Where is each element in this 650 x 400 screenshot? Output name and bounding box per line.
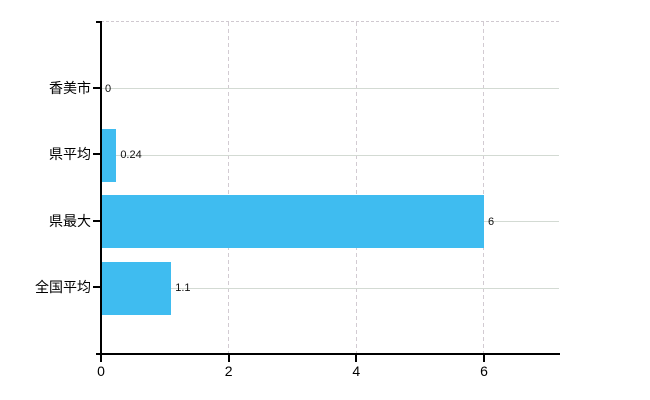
x-tick-label: 4: [352, 363, 361, 379]
v-gridline: [483, 22, 485, 355]
bar-value-label: 0.24: [120, 149, 142, 162]
category-label: 香美市: [49, 79, 91, 96]
category-label: 全国平均: [35, 279, 91, 296]
y-tick-mark: [93, 86, 100, 89]
axis-top-cap-tick: [96, 21, 102, 23]
y-tick-mark: [93, 286, 100, 289]
bar-value-label: 1.1: [175, 282, 191, 295]
plot-area: 0 0.24 6 1.1: [101, 21, 559, 355]
x-tick-mark: [227, 355, 230, 362]
h-gridline: [101, 154, 559, 156]
h-gridline: [101, 88, 559, 90]
x-tick-label: 6: [480, 363, 488, 379]
bar: [101, 261, 172, 315]
h-gridline: [101, 287, 559, 289]
x-axis-line: [96, 353, 560, 355]
x-tick-label: 2: [224, 363, 233, 379]
bar-value-label: 0: [105, 82, 112, 95]
y-tick-mark: [93, 219, 100, 222]
y-tick-mark: [93, 153, 100, 156]
x-tick-label: 0: [97, 363, 105, 379]
category-label: 県最大: [49, 212, 91, 229]
v-gridline: [355, 22, 357, 355]
bar: [101, 195, 484, 249]
bar: [101, 128, 117, 182]
x-tick-mark: [100, 355, 102, 362]
bar-value-label: 6: [487, 215, 495, 228]
v-gridline: [228, 22, 230, 355]
y-axis-line: [100, 21, 102, 355]
x-tick-mark: [355, 355, 358, 362]
x-tick-mark: [482, 355, 485, 362]
category-label: 県平均: [49, 146, 91, 163]
